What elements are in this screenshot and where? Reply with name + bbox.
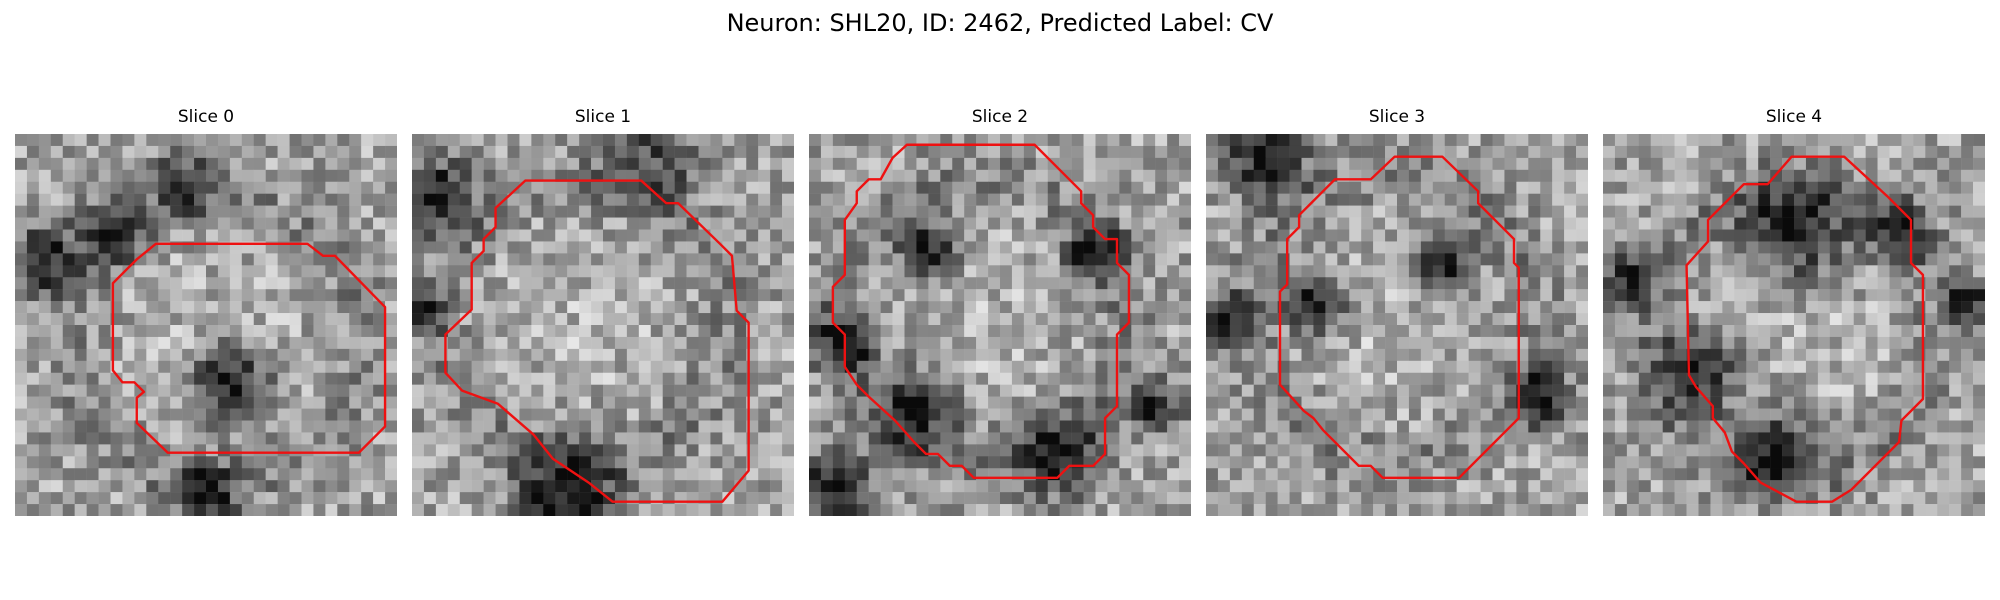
segmentation-contour bbox=[1278, 155, 1520, 479]
segmentation-contour bbox=[111, 242, 387, 454]
segmentation-contour bbox=[444, 179, 750, 503]
slice-image-0 bbox=[15, 134, 397, 516]
slice-title-1: Slice 1 bbox=[574, 107, 632, 127]
segmentation-contour bbox=[831, 143, 1131, 479]
figure-title: Neuron: SHL20, ID: 2462, Predicted Label… bbox=[726, 9, 1274, 37]
slice-image-3 bbox=[1206, 134, 1588, 516]
segmentation-contour bbox=[1685, 155, 1925, 503]
slice-title-2: Slice 2 bbox=[971, 107, 1029, 127]
slice-title-0: Slice 0 bbox=[177, 107, 235, 127]
slice-image-2 bbox=[809, 134, 1191, 516]
slice-image-4 bbox=[1603, 134, 1985, 516]
slice-image-1 bbox=[412, 134, 794, 516]
slice-title-4: Slice 4 bbox=[1765, 107, 1823, 127]
slice-title-3: Slice 3 bbox=[1368, 107, 1426, 127]
